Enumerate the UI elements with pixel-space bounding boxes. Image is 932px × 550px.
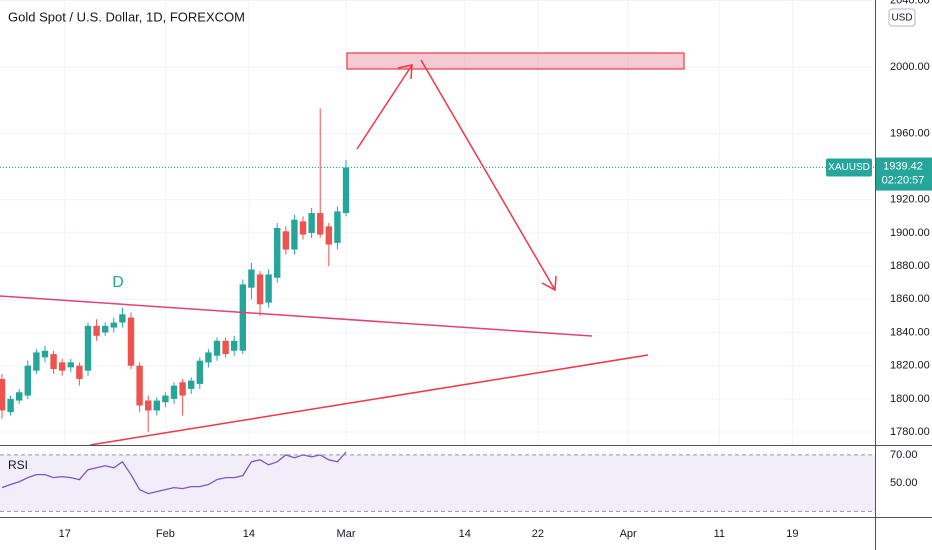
candle-body xyxy=(170,385,178,399)
candle-body xyxy=(15,392,23,401)
price-tags: XAUUSD 1939.42 02:20:57 xyxy=(826,157,932,191)
y-tick-label: 2040.00 xyxy=(890,0,930,7)
chart-title: Gold Spot / U.S. Dollar, 1D, FOREXCOM xyxy=(8,9,245,24)
y-tick-label: 1880.00 xyxy=(890,260,930,272)
candle-body xyxy=(110,322,117,328)
candle-body xyxy=(162,395,169,403)
candle-body xyxy=(291,219,298,250)
candle-body xyxy=(58,362,66,371)
candle-body xyxy=(256,274,264,305)
candle-body xyxy=(119,314,126,323)
candle-body xyxy=(67,362,74,368)
x-tick-label: 17 xyxy=(59,528,71,540)
candle-body xyxy=(299,221,307,235)
x-tick-label: 19 xyxy=(786,528,798,540)
y-tick-label: 1780.00 xyxy=(890,426,930,438)
candle-body xyxy=(24,365,31,396)
arrow-head xyxy=(541,275,557,292)
candle-body xyxy=(325,226,333,245)
candle-body xyxy=(76,365,83,379)
y-tick-label: 70.00 xyxy=(890,449,918,461)
candle-body xyxy=(7,398,14,413)
y-tick-label: 1840.00 xyxy=(890,326,930,338)
candle-body xyxy=(50,354,57,370)
candle-body xyxy=(153,400,160,411)
candle-body xyxy=(0,378,6,411)
trend-line xyxy=(89,354,649,446)
candle-body xyxy=(127,317,135,366)
x-tick-label: 22 xyxy=(532,528,544,540)
symbol-tag xyxy=(826,158,872,177)
candle-body xyxy=(136,365,143,406)
countdown: 02:20:57 xyxy=(882,174,925,186)
rsi-pane xyxy=(0,447,875,517)
candle-body xyxy=(282,231,290,250)
candle-body xyxy=(248,269,255,288)
candle-body xyxy=(101,325,109,333)
candle-body xyxy=(188,380,195,389)
grid xyxy=(0,0,875,517)
candle-body xyxy=(93,325,100,336)
rsi-line xyxy=(1,451,347,495)
marks xyxy=(0,108,875,512)
target-zone xyxy=(346,52,685,70)
candle-body xyxy=(334,211,341,243)
x-tick-label: 14 xyxy=(243,528,255,540)
rsi-title: RSI xyxy=(8,458,28,472)
y-tick-label: 1860.00 xyxy=(890,293,930,305)
x-tick-label: Feb xyxy=(156,528,175,540)
trend-line xyxy=(0,295,593,337)
candle-body xyxy=(196,360,204,384)
candle-body xyxy=(274,227,281,278)
candle-body xyxy=(84,325,92,371)
candle-body xyxy=(222,340,229,355)
candle-body xyxy=(213,340,221,356)
arrow-head xyxy=(397,64,413,80)
candle-body xyxy=(317,213,324,235)
candle-body xyxy=(308,213,315,233)
y-tick-label: 1920.00 xyxy=(890,194,930,206)
candle-body xyxy=(179,382,186,396)
y-tick-label: 1800.00 xyxy=(890,393,930,405)
candle-body xyxy=(33,352,40,371)
x-tick-label: Apr xyxy=(620,528,637,540)
price-label: 1939.42 xyxy=(883,160,923,172)
candle-body xyxy=(205,352,212,363)
y-tick-label: 50.00 xyxy=(890,477,918,489)
currency-box xyxy=(888,8,916,27)
rsi-band xyxy=(0,454,875,512)
candle-body xyxy=(342,167,350,214)
y-tick-label: 1820.00 xyxy=(890,360,930,372)
candle-body xyxy=(231,340,238,351)
x-tick-label: Mar xyxy=(337,528,356,540)
currency: USD xyxy=(891,13,912,24)
y-tick-label: 2000.00 xyxy=(890,61,930,73)
x-tick-label: 14 xyxy=(459,528,471,540)
price-tag xyxy=(876,157,932,191)
y-tick-label: 1960.00 xyxy=(890,127,930,139)
arrow xyxy=(356,64,413,150)
candle-body xyxy=(265,274,272,303)
arrow xyxy=(420,59,556,291)
annotation: D xyxy=(112,274,124,291)
symbol-label: XAUUSD xyxy=(828,162,870,173)
candle-body xyxy=(239,284,247,351)
candle-body xyxy=(144,400,152,411)
x-tick-label: 11 xyxy=(714,528,725,540)
candle-body xyxy=(41,350,49,358)
y-tick-label: 1900.00 xyxy=(890,227,930,239)
